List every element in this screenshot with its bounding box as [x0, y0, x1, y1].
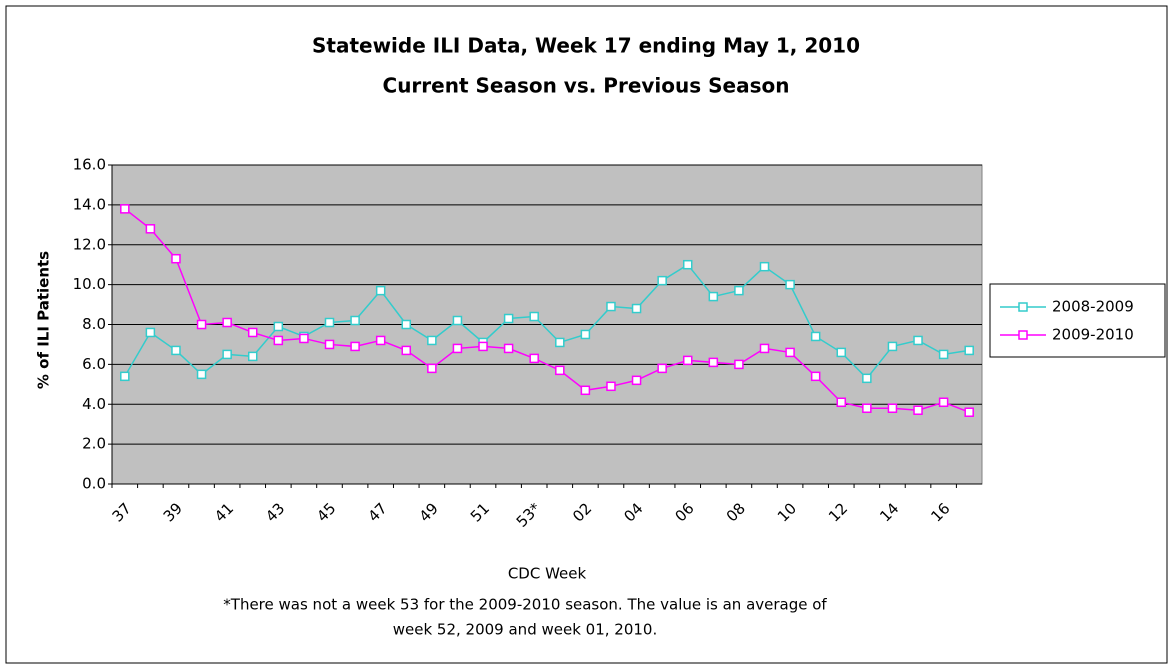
marker [785, 279, 795, 290]
marker [273, 321, 284, 332]
footnote: week 52, 2009 and week 01, 2010. [393, 621, 657, 639]
marker [427, 335, 437, 346]
marker [273, 335, 284, 346]
marker [913, 405, 923, 415]
y-tick-label: 16.0 [73, 156, 106, 174]
marker [913, 335, 923, 346]
marker [478, 341, 488, 352]
marker [836, 397, 847, 408]
legend-label: 2009-2010 [1052, 326, 1134, 344]
marker [657, 275, 667, 286]
y-axis-label: % of ILI Patients [35, 251, 53, 389]
marker [759, 343, 770, 354]
marker [452, 343, 463, 354]
marker [350, 341, 360, 352]
marker [171, 253, 181, 264]
y-tick-label: 4.0 [82, 395, 106, 413]
series-line [124, 208, 970, 413]
marker [401, 345, 412, 356]
marker [657, 363, 667, 374]
marker [606, 301, 616, 312]
marker [887, 403, 898, 413]
marker [375, 335, 386, 346]
marker [555, 337, 565, 348]
marker [171, 345, 181, 356]
marker [196, 369, 207, 380]
marker [145, 224, 156, 234]
y-tick-label: 0.0 [82, 475, 106, 493]
marker [682, 259, 693, 270]
legend-marker [1018, 330, 1028, 340]
footnote: *There was not a week 53 for the 2009-20… [223, 596, 827, 614]
marker [631, 375, 642, 386]
marker [427, 363, 437, 374]
marker [452, 315, 463, 326]
series-line [124, 263, 970, 380]
x-axis-label: CDC Week [508, 565, 587, 583]
marker [529, 311, 539, 322]
marker [631, 303, 642, 314]
marker [708, 291, 719, 302]
marker [708, 357, 719, 368]
marker [196, 319, 207, 330]
marker [222, 349, 232, 360]
marker [862, 373, 872, 384]
marker [299, 333, 309, 344]
legend-box [989, 283, 1166, 358]
marker [810, 371, 821, 382]
marker [222, 317, 232, 328]
chart-title: Statewide ILI Data, Week 17 ending May 1… [312, 34, 860, 58]
marker [350, 315, 360, 326]
marker [682, 355, 693, 366]
marker [862, 403, 872, 413]
marker [938, 349, 949, 360]
marker [887, 341, 898, 352]
y-tick-label: 10.0 [73, 275, 106, 293]
marker [964, 407, 974, 417]
marker [759, 261, 770, 272]
y-tick-label: 8.0 [82, 315, 106, 333]
marker [247, 351, 258, 362]
marker [120, 371, 130, 382]
legend-label: 2008-2009 [1052, 298, 1134, 316]
marker [503, 313, 514, 324]
marker [734, 285, 744, 296]
marker [580, 385, 591, 396]
marker [938, 397, 949, 408]
marker [606, 381, 616, 392]
marker [401, 319, 412, 330]
y-tick-label: 12.0 [73, 235, 106, 253]
marker [734, 359, 744, 370]
marker [324, 339, 335, 350]
marker [836, 347, 847, 358]
marker [375, 285, 386, 296]
marker [785, 347, 795, 358]
legend-marker [1018, 302, 1028, 312]
marker [555, 365, 565, 376]
marker [324, 317, 335, 328]
marker [503, 343, 514, 354]
marker [120, 204, 130, 214]
marker [145, 327, 156, 338]
marker [964, 345, 974, 356]
y-tick-label: 2.0 [82, 435, 106, 453]
marker [247, 327, 258, 338]
chart-subtitle: Current Season vs. Previous Season [383, 74, 790, 98]
y-tick-label: 14.0 [73, 195, 106, 213]
marker [529, 353, 539, 364]
marker [580, 329, 591, 340]
y-tick-label: 6.0 [82, 355, 106, 373]
marker [810, 331, 821, 342]
